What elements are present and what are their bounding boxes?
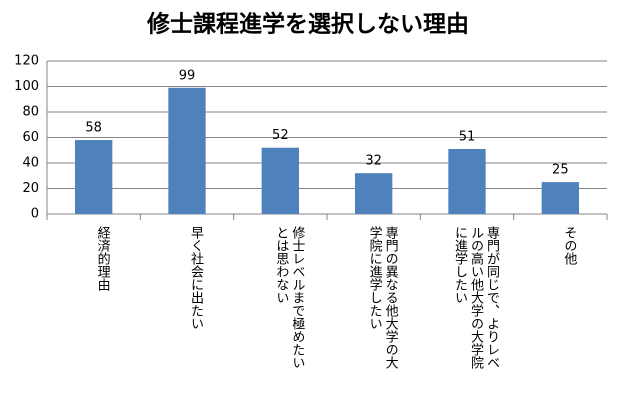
data-label: 58 [85,121,102,136]
bar [355,173,393,214]
x-tick-label: 修士レベルまで極めたいとは思わない [273,226,305,369]
x-tick-label: 早く社会に出たい [188,226,203,330]
bar [541,182,579,214]
y-tick-label: 100 [14,79,39,94]
data-label: 99 [179,68,196,83]
y-tick-label: 120 [14,54,39,69]
data-label: 51 [459,129,476,144]
y-tick-label: 60 [22,130,39,145]
x-tick-label: 経済的理由 [94,226,110,291]
x-tick-label: 専門の異なる他大学の大学院に進学したい [366,226,398,369]
bar [261,147,299,214]
data-label: 32 [365,154,382,169]
y-tick-label: 40 [22,156,39,171]
chart-title: 修士課程進学を選択しない理由 [146,11,469,38]
bar [168,87,206,214]
data-label: 52 [272,128,289,143]
y-tick-label: 20 [22,181,39,196]
data-label: 25 [552,163,569,178]
x-tick-label: 専門が同じで、よりレベルの高い他大学の大学院に進学したい [452,226,499,369]
y-tick-label: 0 [31,207,39,222]
bar [448,148,486,214]
x-tick-label: その他 [561,226,577,265]
y-tick-label: 80 [22,105,39,120]
bar [75,140,113,214]
